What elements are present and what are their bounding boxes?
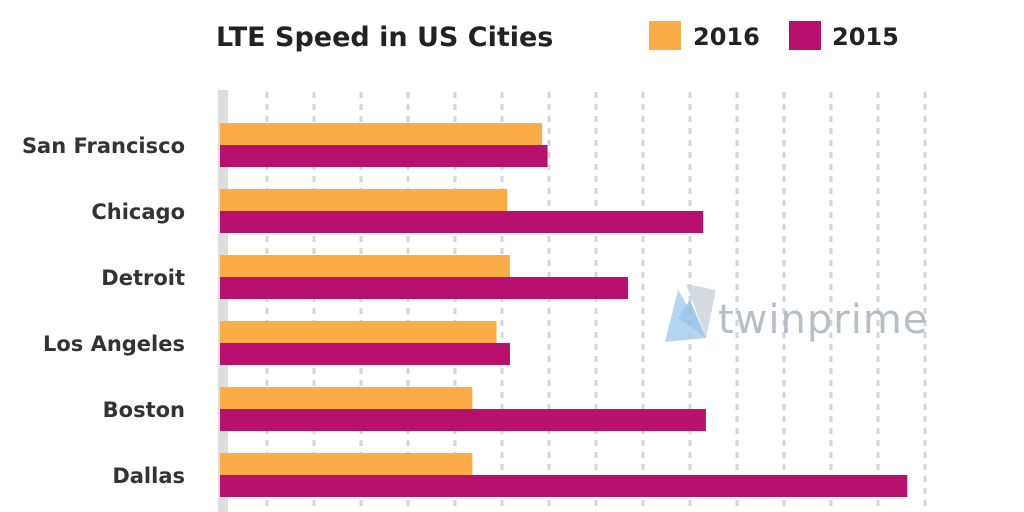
legend-label-2016: 2016 [693, 23, 760, 51]
category-label: San Francisco [22, 134, 185, 158]
bar-2016-san-francisco [220, 123, 543, 145]
bar-2016-dallas [220, 453, 473, 475]
legend-swatch-2016 [649, 21, 681, 50]
bar-2016-detroit [220, 255, 510, 277]
legend: 2016 2015 [649, 21, 899, 51]
category-label: Dallas [112, 464, 185, 488]
twinprime-logo-icon [665, 284, 716, 342]
legend-swatch-2015 [789, 21, 821, 50]
category-label: Detroit [101, 266, 185, 290]
chart-title: LTE Speed in US Cities [216, 22, 553, 53]
category-labels: San Francisco Chicago Detroit Los Angeles Bo… [22, 134, 185, 488]
bar-2015-dallas [220, 475, 908, 497]
watermark-text: twinprime [718, 297, 928, 343]
bar-2015-chicago [220, 211, 704, 233]
category-label: Los Angeles [43, 332, 185, 356]
bar-2015-san-francisco [220, 145, 548, 167]
category-label: Chicago [91, 200, 185, 224]
bar-2016-los-angeles [220, 321, 497, 343]
y-axis-line [218, 90, 228, 512]
bars [220, 123, 908, 497]
bar-2015-boston [220, 409, 706, 431]
bar-2016-chicago [220, 189, 508, 211]
bar-2015-los-angeles [220, 343, 510, 365]
bar-2016-boston [220, 387, 473, 409]
category-label: Boston [103, 398, 185, 422]
bar-2015-detroit [220, 277, 629, 299]
watermark: twinprime [665, 284, 928, 343]
legend-label-2015: 2015 [832, 23, 899, 51]
